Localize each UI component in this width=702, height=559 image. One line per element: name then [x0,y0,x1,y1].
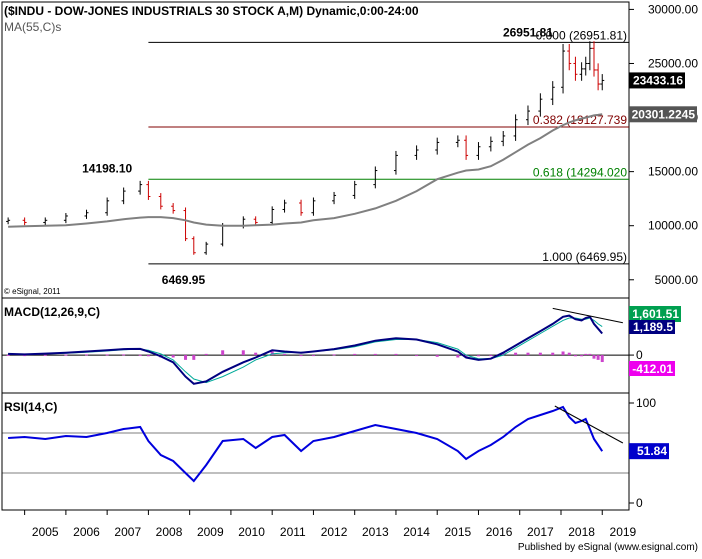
macd-y-tick-label: 0 [636,348,643,362]
chart-title: ($INDU - DOW-JONES INDUSTRIALS 30 STOCK … [4,4,419,18]
macd-histogram-bar [394,353,398,356]
macd-histogram-bar [373,353,377,356]
x-tick-label: 2007 [114,525,141,539]
macd-trendline [552,307,623,324]
macd-histogram-bar [299,355,303,357]
price-y-tick-label: 10000.00 [648,219,698,233]
x-tick-label: 2010 [238,525,265,539]
macd-histogram-bar [567,352,571,356]
macd-histogram-bar [332,354,336,356]
rsi-y-tick-label: 100 [636,396,656,410]
fib-line-1000-label: 1.000 (6469.95) [542,250,627,264]
x-tick-label: 2012 [321,525,348,539]
macd-histogram-bar [501,352,505,356]
macd-histogram-badge-text: -412.01 [632,362,673,376]
macd-histogram-bar [270,351,274,356]
macd-signal-badge-text: 1,189.5 [633,320,673,334]
last-price-badge [629,72,685,89]
x-tick-label: 2006 [73,525,100,539]
rsi-value-badge [629,443,669,460]
ma55-line [8,113,603,228]
macd-histogram-bar [573,355,577,357]
x-tick-label: 2017 [527,525,554,539]
high-2018-label: 26951.81 [503,25,553,39]
macd-value-badge-text: 1,601.51 [632,307,679,321]
macd-histogram-bar [204,353,208,356]
macd-histogram-bar [538,352,542,356]
macd-histogram-bar [353,353,357,356]
x-tick-label: 2011 [280,525,306,539]
macd-histogram-bar [600,355,604,363]
x-tick-label: 2019 [610,525,637,539]
macd-histogram-bar [476,355,480,357]
dynamic-layer: 2005 2006 2007 2008 2009 2010 2011 2012 2013 2014… [2,2,698,539]
macd-histogram-bar [435,355,439,357]
macd-histogram-bar [64,354,68,356]
rsi-trendline [554,405,624,444]
macd-histogram-bar [146,355,150,357]
macd-histogram-bar [184,355,188,360]
price-y-tick-label: 30000.00 [648,2,698,16]
price-y-tick-label: 5000.00 [655,273,699,287]
high-2007-label: 14198.10 [82,161,132,175]
rsi-value-badge-text: 51.84 [637,444,667,458]
macd-histogram-bar [580,355,584,357]
macd-line [8,314,603,385]
macd-histogram-badge [629,361,675,376]
x-tick-label: 2016 [486,525,513,539]
macd-histogram-bar [254,352,258,356]
macd-histogram-bar [588,353,592,356]
fib-line-0618-label: 0.618 (14294.020 [533,165,627,179]
macd-histogram-bar [85,354,89,356]
x-tick-label: 2013 [362,525,389,539]
x-tick-label: 2008 [156,525,183,539]
rsi-y-tick-label: 0 [636,496,643,510]
x-tick-label: 2015 [444,525,471,539]
footer-credit: Published by eSignal (www.esignal.com) [518,542,698,553]
fib-line-0000-label: 0.000 (26951.81) [536,28,627,42]
macd-histogram-bar [105,354,109,356]
macd-histogram-bar [526,352,530,356]
last-ma-badge-text: 20301.2245 [632,107,696,121]
macd-signal-badge [629,320,675,334]
macd-histogram-bar [561,351,565,356]
low-2009-label: 6469.95 [162,273,206,287]
macd-histogram-bar [171,355,175,358]
macd-histogram-bar [584,353,588,356]
macd-histogram-bar [43,354,47,356]
macd-histogram-bar [23,355,27,357]
macd-histogram-bar [221,350,225,356]
macd-histogram-bar [415,355,419,357]
macd-histogram-bar [283,353,287,356]
ma-indicator-label: MA(55,C)s [4,20,61,34]
last-ma-badge [629,106,697,123]
macd-histogram-bar [514,352,518,356]
macd-histogram-bar [192,355,196,360]
rsi-panel-title: RSI(14,C) [4,400,57,414]
price-y-tick-label: 25000.00 [648,56,698,70]
macd-histogram-bar [456,355,460,358]
x-tick-label: 2009 [197,525,224,539]
macd-histogram-bar [6,354,10,356]
macd-histogram-bar [122,354,126,356]
rsi-line [8,405,604,483]
macd-histogram-bar [596,355,600,360]
watermark: © eSignal, 2011 [4,287,61,296]
macd-panel-title: MACD(12,26,9,C) [4,305,100,319]
macd-histogram-bar [138,354,142,356]
x-tick-label: 2005 [32,525,59,539]
macd-histogram-bar [592,355,596,359]
macd-histogram-bar [489,355,493,357]
macd-value-badge [629,306,681,322]
macd-histogram-bar [551,352,555,356]
last-price-badge-text: 23433.16 [633,73,683,87]
x-tick-label: 2014 [403,525,430,539]
x-tick-label: 2018 [568,525,595,539]
price-y-tick-label: 15000.00 [648,165,698,179]
macd-histogram-bar [311,355,315,357]
macd-histogram-bar [241,350,245,356]
